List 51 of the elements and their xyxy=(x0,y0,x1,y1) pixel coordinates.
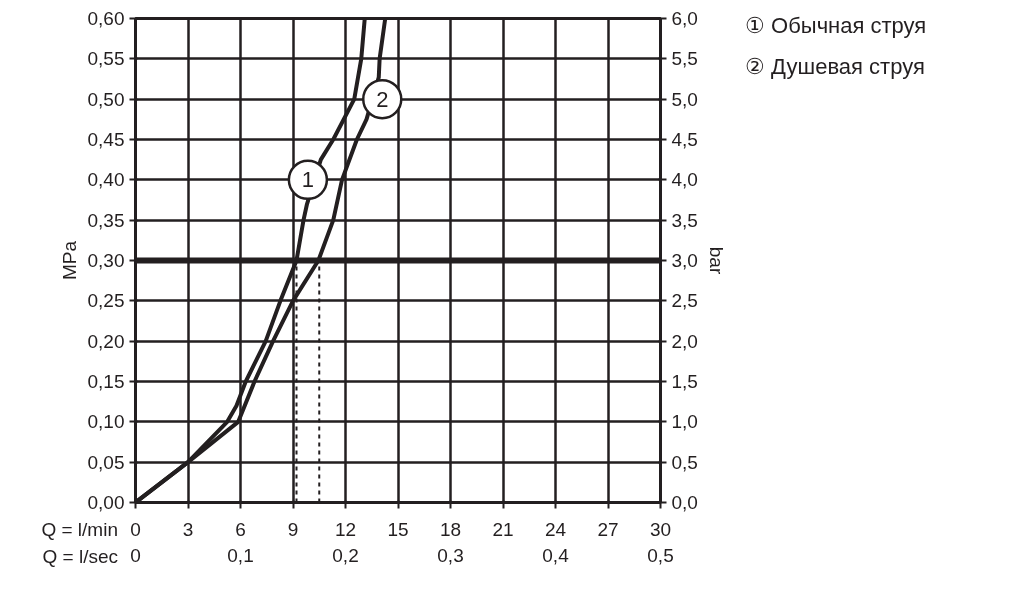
y2-tick-label: 6,0 xyxy=(671,8,698,29)
y2-tick-label: 0,5 xyxy=(671,451,698,473)
y2-tick-label: 2,0 xyxy=(671,330,698,352)
y-tick-label: 0,40 xyxy=(87,169,125,191)
x-tick-label: 6 xyxy=(235,518,246,540)
y-tick-label: 0,15 xyxy=(87,371,125,392)
x2-tick-label: 0,1 xyxy=(227,544,254,566)
x-tick-label: 12 xyxy=(334,518,357,540)
x-tick-label: 18 xyxy=(439,518,462,540)
y-tick-label: 0,25 xyxy=(87,290,125,312)
y2-axis-title: bar xyxy=(705,246,727,275)
x2-axis-title: Q = l/sec xyxy=(41,545,118,569)
x-tick-label: 27 xyxy=(597,518,619,540)
x2-tick-label: 0,5 xyxy=(647,544,674,566)
y-tick-label: 0,35 xyxy=(87,209,125,231)
y2-tick-label: 1,5 xyxy=(671,371,698,392)
x-tick-label: 3 xyxy=(182,518,194,540)
y-tick-label: 0,10 xyxy=(87,411,125,433)
y2-tick-label: 3,0 xyxy=(671,250,698,271)
y-tick-label: 0,50 xyxy=(87,88,125,110)
y2-tick-label: 2,5 xyxy=(671,290,698,312)
y2-tick-label: 0,0 xyxy=(671,492,698,513)
y-tick-label: 0,05 xyxy=(87,451,125,473)
annotation: 2 xyxy=(376,86,389,112)
x2-tick-label: 0,4 xyxy=(542,544,570,566)
y2-tick-label: 3,5 xyxy=(671,209,698,231)
x-tick-label: 0 xyxy=(130,518,141,540)
y-tick-label: 0,20 xyxy=(87,330,125,352)
text: ① Обычная струя xyxy=(745,12,927,40)
y2-tick-label: 4,0 xyxy=(671,169,698,191)
x2-tick-label: 0 xyxy=(130,544,141,566)
y2-tick-label: 4,5 xyxy=(671,129,698,150)
y-tick-label: 0,60 xyxy=(87,8,125,29)
annotation: 1 xyxy=(301,167,315,193)
text: ② Душевая струя xyxy=(745,53,926,82)
x-tick-label: 9 xyxy=(287,518,299,540)
y2-tick-label: 1,0 xyxy=(671,411,698,433)
x2-tick-label: 0,3 xyxy=(437,544,464,566)
y-tick-label: 0,00 xyxy=(87,492,125,513)
x-tick-label: 21 xyxy=(492,518,514,540)
x2-tick-label: 0,2 xyxy=(332,544,359,566)
x-tick-label: 15 xyxy=(387,518,409,540)
x-axis-title: Q = l/min xyxy=(41,518,118,542)
y2-tick-label: 5,0 xyxy=(671,88,698,110)
y-tick-label: 0,55 xyxy=(87,48,125,70)
y-axis-title: MPa xyxy=(58,240,80,281)
x-tick-label: 24 xyxy=(544,518,567,540)
y-tick-label: 0,30 xyxy=(87,250,125,271)
y-tick-label: 0,45 xyxy=(87,129,125,150)
x-tick-label: 30 xyxy=(649,518,672,540)
y2-tick-label: 5,5 xyxy=(671,48,698,70)
